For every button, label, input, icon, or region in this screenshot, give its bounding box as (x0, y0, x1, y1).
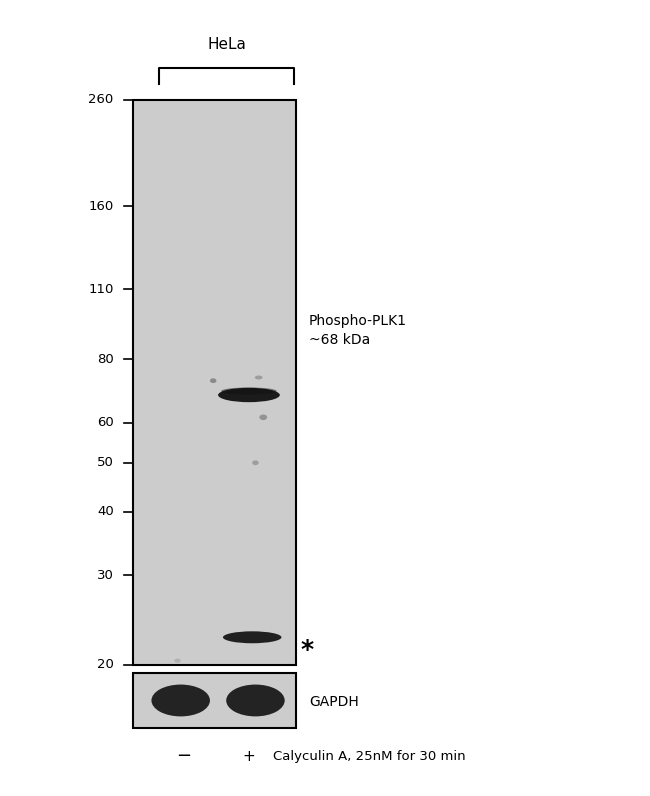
Text: 80: 80 (97, 353, 114, 365)
Ellipse shape (255, 376, 263, 380)
Bar (133, 673, 296, 728)
Ellipse shape (226, 685, 285, 716)
Text: 60: 60 (97, 416, 114, 429)
Text: Phospho-PLK1
~68 kDa: Phospho-PLK1 ~68 kDa (309, 314, 407, 347)
Ellipse shape (174, 658, 181, 662)
Ellipse shape (221, 388, 277, 395)
Ellipse shape (218, 388, 280, 402)
Ellipse shape (252, 460, 259, 465)
Text: 20: 20 (97, 658, 114, 671)
Ellipse shape (151, 685, 210, 716)
Text: 160: 160 (88, 200, 114, 213)
Text: 110: 110 (88, 283, 114, 295)
Text: GAPDH: GAPDH (309, 695, 359, 709)
Text: −: − (176, 747, 192, 765)
Text: 260: 260 (88, 93, 114, 106)
Text: +: + (242, 749, 255, 763)
Ellipse shape (210, 378, 216, 383)
Text: 40: 40 (97, 505, 114, 518)
Text: Calyculin A, 25nM for 30 min: Calyculin A, 25nM for 30 min (273, 750, 465, 763)
Text: HeLa: HeLa (207, 37, 246, 52)
Bar (133, 100, 296, 665)
Ellipse shape (259, 415, 267, 420)
Text: 50: 50 (97, 456, 114, 470)
Text: 30: 30 (97, 569, 114, 582)
Ellipse shape (223, 631, 281, 643)
Text: *: * (300, 638, 313, 662)
